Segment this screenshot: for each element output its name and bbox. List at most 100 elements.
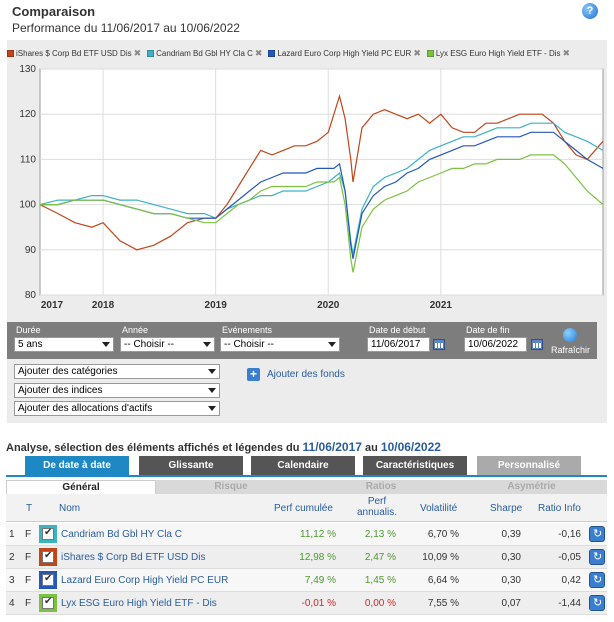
remove-series-icon[interactable]: ✖ [413,47,421,58]
col-volatilite[interactable]: Volatilité [420,503,458,514]
row-color [39,594,57,612]
row-color [39,548,57,566]
legend-swatch [426,49,434,57]
plus-icon[interactable]: + [247,368,260,381]
remove-series-icon[interactable]: ✖ [254,47,263,58]
legend-label: iShares $ Corp Bd ETF USD Dis [16,48,132,58]
ratio-info: 0,42 [561,575,581,586]
perf-annualisee: 0,00 % [364,598,396,609]
tab-calendaire[interactable]: Calendaire [251,456,355,475]
tab-glissante[interactable]: Glissante [139,456,243,475]
chevron-down-icon [208,369,216,374]
tab-de-date-a-date[interactable]: De date à date [25,456,129,475]
row-checkbox[interactable] [42,527,54,540]
tab-personnalise[interactable]: Personnalisé [477,456,581,475]
fund-detail-icon[interactable] [589,526,605,542]
row-index: 3 [9,575,15,586]
y-tick-label: 90 [25,245,37,256]
row-index: 2 [9,552,15,563]
annee-select[interactable]: -- Choisir -- [120,337,215,352]
calendar-icon[interactable] [433,339,445,350]
subtab-asymetrie[interactable]: Asymétrie [456,480,607,494]
annee-label: Année [122,325,149,335]
row-type: F [25,552,32,563]
date-debut-input[interactable]: 11/06/2017 [367,337,430,352]
table-row[interactable]: 4 F Lyx ESG Euro High Yield ETF - Dis -0… [6,592,607,615]
table-row[interactable]: 1 F Candriam Bd Gbl HY Cla C 11,12 % 2,1… [6,523,607,546]
perf-annualisee: 2,13 % [364,529,396,540]
fund-name-link[interactable]: Lazard Euro Corp High Yield PC EUR [61,575,229,586]
legend-label: Candriam Bd Gbl HY Cla C [156,48,253,58]
chevron-down-icon [328,342,336,347]
table-row[interactable]: 3 F Lazard Euro Corp High Yield PC EUR 7… [6,569,607,592]
add-categories-select[interactable]: Ajouter des catégories [14,364,220,379]
analysis-to-date: 10/06/2022 [380,440,441,454]
fund-detail-icon[interactable] [589,572,605,588]
remove-series-icon[interactable]: ✖ [133,47,142,58]
fund-name-link[interactable]: Candriam Bd Gbl HY Cla C [61,529,182,540]
y-tick-label: 130 [19,64,36,75]
refresh-icon[interactable] [563,328,577,342]
analysis-prefix: Analyse, sélection des éléments affichés… [6,442,300,454]
y-tick-label: 100 [19,200,36,211]
remove-series-icon[interactable]: ✖ [562,47,571,58]
date-fin-input[interactable]: 10/06/2022 [464,337,527,352]
help-icon[interactable]: ? [582,3,598,19]
col-perf-annualis-line2: annualis. [356,507,398,518]
volatilite: 6,64 % [427,575,459,586]
col-perf-annualis-line1: Perf [367,496,387,507]
table-row[interactable]: 2 F iShares $ Corp Bd ETF USD Dis 12,98 … [6,546,607,569]
subtab-ratios[interactable]: Ratios [306,480,456,494]
page-subtitle: Performance du 11/06/2017 au 10/06/2022 [12,21,240,35]
perf-annualisee: 1,45 % [364,575,396,586]
performance-chart: 130 120 110 100 90 80 2017 2018 2019 2020 2021 [19,64,604,311]
perf-cumulee: 7,49 % [304,575,336,586]
x-tick-label: 2020 [317,300,340,311]
subtab-general[interactable]: Général [6,480,156,494]
y-tick-label: 110 [20,154,36,165]
col-sharpe[interactable]: Sharpe [490,503,523,514]
legend-label: Lyx ESG Euro High Yield ETF - Dis [435,48,561,58]
calendar-icon[interactable] [531,339,543,350]
refresh-label[interactable]: Rafraîchir [551,345,591,355]
perf-cumulee: 12,98 % [299,552,336,563]
x-tick-label: 2018 [92,300,115,311]
add-funds-link[interactable]: Ajouter des fonds [267,369,345,380]
col-nom[interactable]: Nom [59,503,81,514]
row-checkbox[interactable] [42,550,54,563]
chart-controls: Durée 5 ans Année -- Choisir -- Evénemen… [7,322,597,359]
row-type: F [25,575,32,586]
page-title: Comparaison [12,4,96,19]
row-checkbox[interactable] [42,573,54,586]
volatilite: 6,70 % [427,529,459,540]
x-tick-label: 2017 [41,300,64,311]
fund-detail-icon[interactable] [589,595,605,611]
fund-name-link[interactable]: iShares $ Corp Bd ETF USD Dis [61,552,206,563]
legend-item: Lazard Euro Corp High Yield PC EUR ✖ [268,45,421,61]
col-perf-annualis[interactable]: Perf annualis. [352,496,402,518]
add-allocations-select[interactable]: Ajouter des allocations d'actifs [14,401,220,416]
legend-swatch [147,49,155,57]
subtab-risque[interactable]: Risque [156,480,306,494]
evenements-select[interactable]: -- Choisir -- [220,337,340,352]
legend-swatch [7,49,14,57]
fund-name-link[interactable]: Lyx ESG Euro High Yield ETF - Dis [61,598,217,609]
table-header: T Nom Perf cumulée Perf annualis. Volati… [6,494,607,522]
row-checkbox[interactable] [42,596,54,609]
fund-detail-icon[interactable] [589,549,605,565]
series-line-1 [39,93,604,251]
tab-caracteristiques[interactable]: Caractéristiques [363,456,467,475]
col-perf-cumulee[interactable]: Perf cumulée [274,503,333,514]
col-ratio-info[interactable]: Ratio Info [538,503,581,514]
add-indices-select[interactable]: Ajouter des indices [14,383,220,398]
x-tick-label: 2019 [205,300,228,311]
col-t: T [26,503,33,514]
date-fin-label: Date de fin [466,325,510,335]
ratio-info: -1,44 [558,598,581,609]
tab-underline [6,475,607,477]
sharpe: 0,30 [501,552,521,563]
chevron-down-icon [203,342,211,347]
analysis-subtabs: Général Risque Ratios Asymétrie [6,480,607,494]
analysis-from-date: 11/06/2017 [302,440,362,454]
duree-select[interactable]: 5 ans [14,337,114,352]
